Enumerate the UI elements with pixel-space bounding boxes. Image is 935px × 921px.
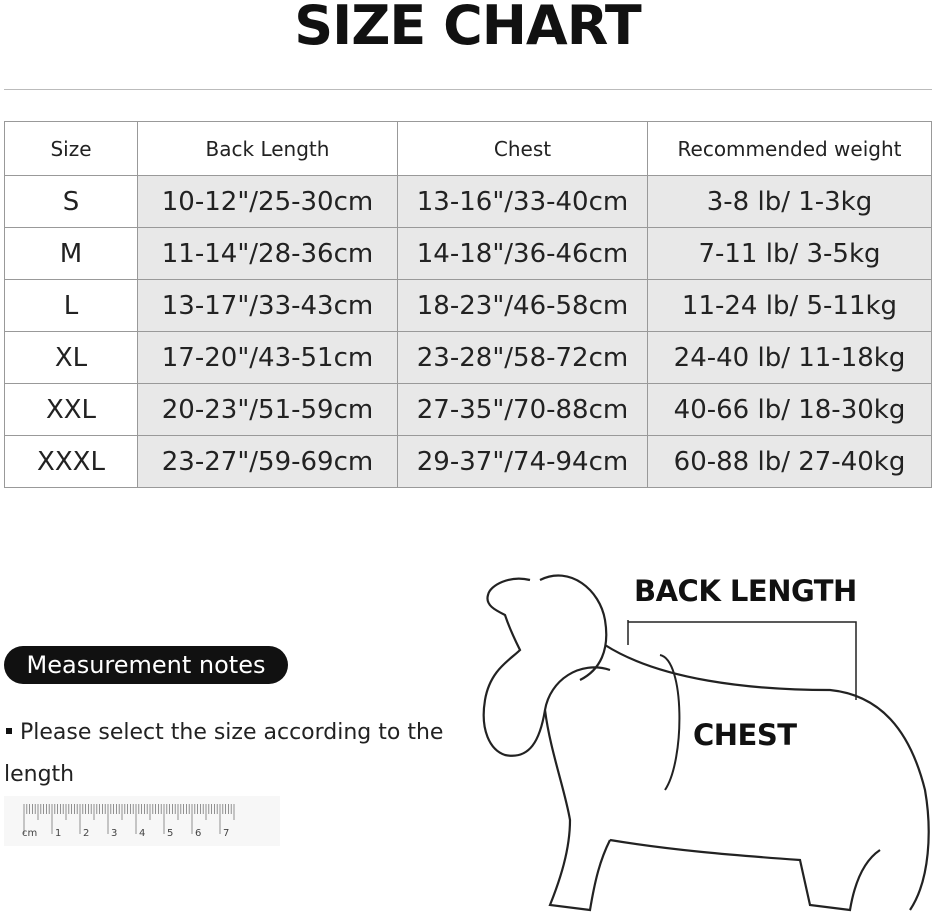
dog-back xyxy=(604,644,930,911)
table-header-row: Size Back Length Chest Recommended weigh… xyxy=(4,121,932,176)
cell-chest: 14-18"/36-46cm xyxy=(397,227,648,280)
ruler-graphic: cm 1 2 3 4 5 6 7 xyxy=(22,804,235,839)
cell-back-length: 11-14"/28-36cm xyxy=(137,227,398,280)
header-size: Size xyxy=(4,121,138,176)
cell-back-length: 23-27"/59-69cm xyxy=(137,435,398,488)
table-row: S 10-12"/25-30cm 13-16"/33-40cm 3-8 lb/ 1-3… xyxy=(4,175,932,228)
cell-back-length: 13-17"/33-43cm xyxy=(137,279,398,332)
dog-chest xyxy=(543,709,611,912)
size-table: Size Back Length Chest Recommended weigh… xyxy=(4,121,932,488)
header-back-length: Back Length xyxy=(137,121,398,176)
ruler-label: 1 xyxy=(55,828,61,839)
cell-chest: 27-35"/70-88cm xyxy=(397,383,648,436)
cell-size: XXL xyxy=(4,383,138,436)
chest-line xyxy=(659,654,681,791)
back-length-label: BACK LENGTH xyxy=(634,574,857,608)
cell-chest: 29-37"/74-94cm xyxy=(397,435,648,488)
header-chest: Chest xyxy=(397,121,648,176)
cell-size: S xyxy=(4,175,138,228)
cell-weight: 3-8 lb/ 1-3kg xyxy=(647,175,932,228)
header-weight: Recommended weight xyxy=(647,121,932,176)
cell-chest: 13-16"/33-40cm xyxy=(397,175,648,228)
ruler-label: 6 xyxy=(195,828,201,839)
back-length-line xyxy=(627,620,857,700)
cell-chest: 23-28"/58-72cm xyxy=(397,331,648,384)
table-row: XXL 20-23"/51-59cm 27-35"/70-88cm 40-66 lb/… xyxy=(4,383,932,436)
cell-size: M xyxy=(4,227,138,280)
ruler-label: 4 xyxy=(139,828,145,839)
cell-chest: 18-23"/46-58cm xyxy=(397,279,648,332)
cell-back-length: 10-12"/25-30cm xyxy=(137,175,398,228)
cell-weight: 60-88 lb/ 27-40kg xyxy=(647,435,932,488)
cell-size: XL xyxy=(4,331,138,384)
dog-head xyxy=(482,577,611,757)
measurement-notes-badge: Measurement notes xyxy=(4,646,288,684)
ruler-label: cm xyxy=(22,828,37,839)
table-row: L 13-17"/33-43cm 18-23"/46-58cm 11-24 lb/ 5… xyxy=(4,279,932,332)
ruler-label: 7 xyxy=(223,828,229,839)
dog-diagram xyxy=(482,574,930,912)
page-title: SIZE CHART xyxy=(294,0,641,57)
dog-belly xyxy=(609,838,881,912)
cell-size: L xyxy=(4,279,138,332)
table-row: XL 17-20"/43-51cm 23-28"/58-72cm 24-40 lb/ … xyxy=(4,331,932,384)
cell-weight: 11-24 lb/ 5-11kg xyxy=(647,279,932,332)
divider xyxy=(4,89,932,90)
cell-back-length: 20-23"/51-59cm xyxy=(137,383,398,436)
chest-label: CHEST xyxy=(693,718,797,752)
ruler-label: 2 xyxy=(83,828,89,839)
cell-back-length: 17-20"/43-51cm xyxy=(137,331,398,384)
dog-ear xyxy=(539,574,608,681)
cell-weight: 40-66 lb/ 18-30kg xyxy=(647,383,932,436)
cell-weight: 7-11 lb/ 3-5kg xyxy=(647,227,932,280)
table-row: M 11-14"/28-36cm 14-18"/36-46cm 7-11 lb/ 3-… xyxy=(4,227,932,280)
ruler-image: cm 1 2 3 4 5 6 7 xyxy=(4,796,280,846)
cell-weight: 24-40 lb/ 11-18kg xyxy=(647,331,932,384)
bullet-icon xyxy=(6,728,12,734)
ruler-label: 5 xyxy=(167,828,173,839)
cell-size: XXXL xyxy=(4,435,138,488)
table-row: XXXL 23-27"/59-69cm 29-37"/74-94cm 60-88 lb… xyxy=(4,435,932,488)
ruler-label: 3 xyxy=(111,828,117,839)
note-line-1: Please select the size according to the … xyxy=(4,720,444,787)
